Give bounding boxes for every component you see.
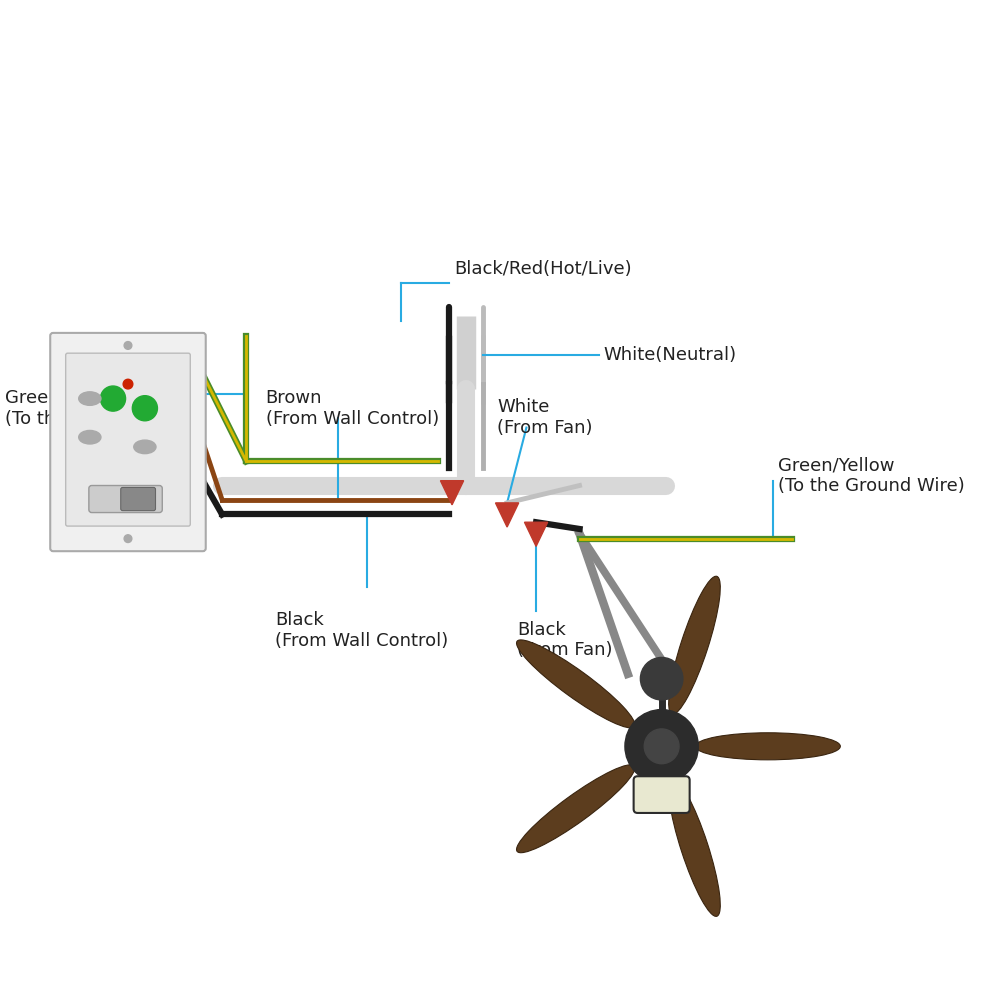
Circle shape [124, 342, 132, 349]
Text: Brown
(From Wall Control): Brown (From Wall Control) [266, 389, 439, 428]
Circle shape [625, 710, 698, 783]
Circle shape [132, 396, 157, 421]
Circle shape [644, 729, 679, 764]
Ellipse shape [134, 440, 156, 454]
Ellipse shape [669, 576, 720, 714]
Polygon shape [496, 503, 519, 527]
Circle shape [100, 386, 126, 411]
FancyBboxPatch shape [89, 486, 162, 513]
FancyBboxPatch shape [50, 333, 206, 551]
Text: White(Neutral): White(Neutral) [604, 346, 737, 364]
Circle shape [123, 379, 133, 389]
FancyBboxPatch shape [634, 776, 690, 813]
Circle shape [640, 657, 683, 700]
Circle shape [124, 535, 132, 542]
Text: Black
(From Fan): Black (From Fan) [517, 621, 612, 659]
Polygon shape [440, 481, 464, 505]
FancyBboxPatch shape [121, 487, 156, 511]
Text: Green/Yellow
(To the Ground Wire): Green/Yellow (To the Ground Wire) [778, 456, 964, 495]
Ellipse shape [669, 778, 720, 916]
Ellipse shape [695, 733, 840, 760]
Text: Black/Red(Hot/Live): Black/Red(Hot/Live) [454, 260, 632, 278]
Ellipse shape [517, 765, 635, 853]
Text: White
(From Fan): White (From Fan) [497, 398, 593, 437]
Text: Green/Yellow
(To the Ground Wire): Green/Yellow (To the Ground Wire) [5, 389, 192, 428]
FancyBboxPatch shape [66, 353, 190, 526]
Ellipse shape [79, 392, 101, 405]
Text: Black
(From Wall Control): Black (From Wall Control) [275, 611, 449, 650]
Ellipse shape [79, 430, 101, 444]
Ellipse shape [517, 640, 635, 728]
Polygon shape [524, 522, 548, 546]
